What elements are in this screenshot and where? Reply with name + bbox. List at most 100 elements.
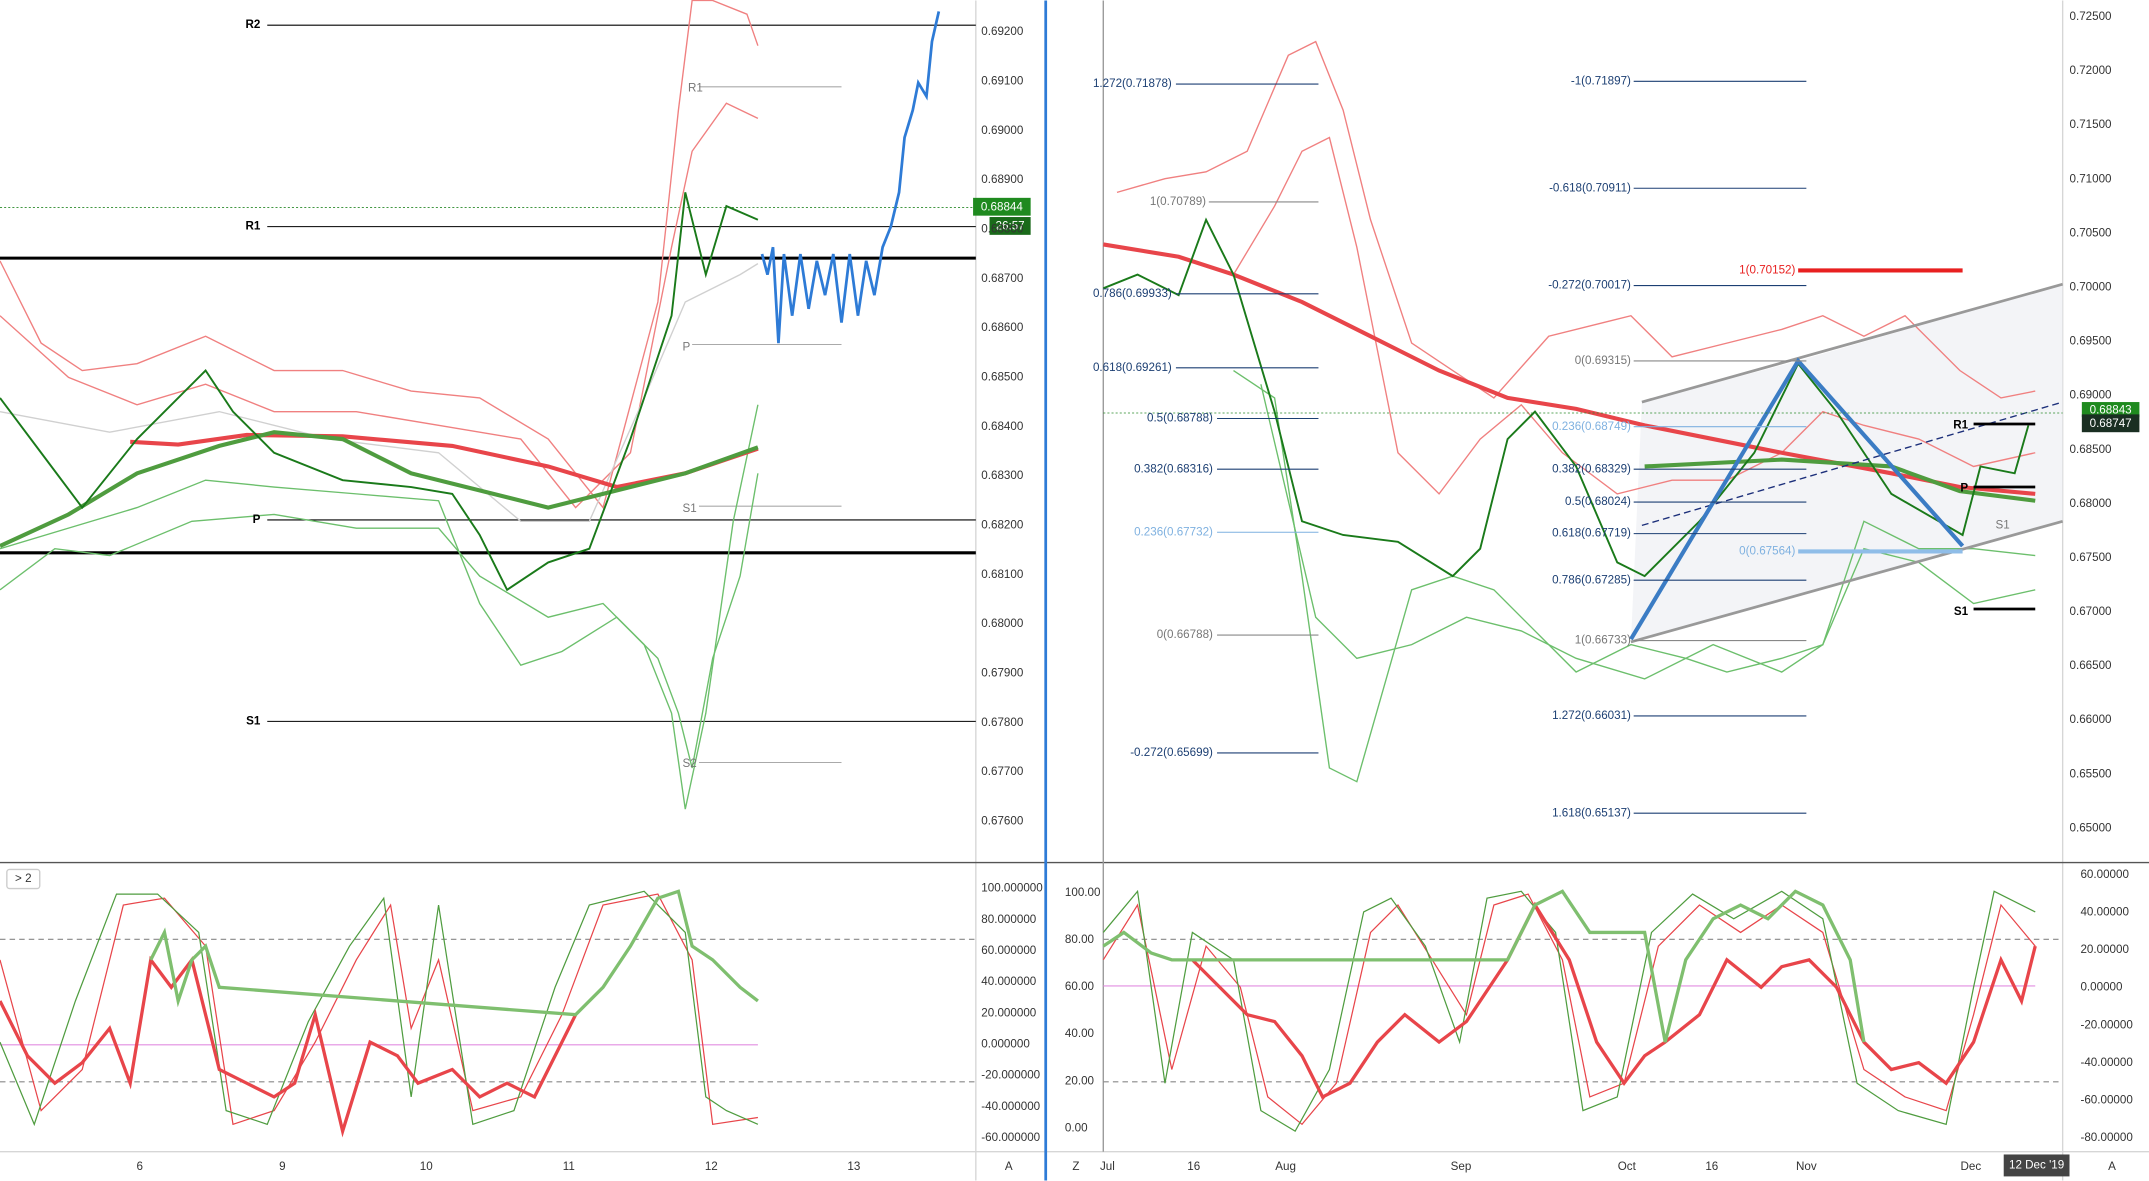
axis-tick-label: -60.00000: [2080, 1094, 2133, 1107]
axis-tick-label: 0.00000: [2080, 981, 2123, 994]
fib-label: 1(0.70152): [1739, 264, 1795, 277]
axis-tick-label: 40.00: [1065, 1027, 1095, 1040]
auto-scale-button[interactable]: A: [1005, 1160, 1013, 1173]
right-drawings: [1103, 80, 2064, 814]
left-bands: [0, 0, 759, 810]
time-label: Dec: [1960, 1160, 1981, 1173]
time-label: 16: [1705, 1160, 1718, 1173]
time-label: 9: [279, 1160, 285, 1173]
axis-tick-label: 0.68900: [981, 173, 1024, 186]
axis-tick-label: 0.71000: [2070, 172, 2113, 185]
left-projection: [760, 11, 941, 344]
axis-tick-label: 0.69000: [2070, 389, 2113, 402]
pivot-label: R1: [1953, 418, 1968, 431]
right-indicator: [1102, 889, 2070, 1177]
countdown-box: [989, 217, 1031, 235]
axis-tick-label: 0.68300: [981, 469, 1024, 482]
left-indicator: [0, 868, 976, 1138]
axis-tick-label: 0.68500: [2070, 443, 2113, 456]
axis-tick-label: 0.67600: [981, 815, 1024, 828]
axis-tick-label: 0.68500: [981, 370, 1024, 383]
time-label: 11: [563, 1160, 575, 1173]
fib-label: 1.272(0.71878): [1093, 77, 1172, 90]
price-box: [2081, 402, 2140, 418]
axis-tick-label: 40.000000: [981, 975, 1036, 988]
zoom-button[interactable]: Z: [1072, 1160, 1079, 1173]
fib-label: 0(0.66788): [1157, 628, 1213, 641]
axis-tick-label: 0.68400: [981, 420, 1024, 433]
fib-label: 1.618(0.65137): [1552, 806, 1631, 819]
axis-tick-label: 80.00: [1065, 933, 1095, 946]
fib-label: 0.618(0.67719): [1552, 527, 1631, 540]
axis-tick-label: 0.69200: [981, 25, 1024, 38]
pivot-label: S1: [683, 502, 697, 515]
price-box: [973, 197, 1031, 216]
fib-label: -0.618(0.70911): [1549, 181, 1631, 194]
axis-tick-label: 0.67700: [981, 765, 1024, 778]
axis-tick-label: 60.00: [1065, 980, 1095, 993]
fib-label: -0.272(0.65699): [1130, 746, 1213, 759]
axis-tick-label: 60.000000: [981, 944, 1036, 957]
fib-label: -1(0.71897): [1571, 74, 1631, 87]
fib-labels: 1.272(0.71878) 1(0.70789) 0.786(0.69933)…: [1093, 74, 1796, 819]
left-levels: [0, 24, 976, 764]
countdown: 26:57: [996, 220, 1025, 233]
axis-tick-label: 0.66500: [2070, 659, 2113, 672]
pivot-label: S1: [1954, 605, 1969, 618]
axis-tick-label: 0.68000: [981, 617, 1024, 630]
axis-tick-label: 20.00: [1065, 1074, 1095, 1087]
fib-label: -0.272(0.70017): [1548, 279, 1631, 292]
axis-tick-label: 0.000000: [981, 1038, 1030, 1051]
fib-label: 0(0.69315): [1575, 354, 1631, 367]
fib-label: 0.236(0.68749): [1552, 420, 1631, 433]
axis-tick-label: 0.66000: [2070, 713, 2113, 726]
axis-tick-label: 20.00000: [2080, 943, 2129, 956]
fib-label: 0(0.67564): [1739, 545, 1795, 558]
axis-tick-label: 0.67800: [981, 716, 1024, 729]
axis-tick-label: 0.68200: [981, 518, 1024, 531]
fib-label: 0.5(0.68788): [1147, 412, 1213, 425]
time-label: 10: [420, 1160, 433, 1173]
left-price: [0, 192, 759, 592]
axis-tick-label: 0.72000: [2070, 64, 2113, 77]
axis-tick-label: 100.00: [1065, 886, 1101, 899]
time-label: Sep: [1451, 1160, 1472, 1173]
axis-tick-label: -40.00000: [2080, 1056, 2133, 1069]
axis-tick-label: 0.68000: [2070, 497, 2113, 510]
time-label: Nov: [1796, 1160, 1817, 1173]
axis-tick-label: 0.70000: [2070, 280, 2113, 293]
axis-tick-label: 0.68600: [981, 321, 1024, 334]
indicator-toggle[interactable]: > 2: [15, 872, 31, 885]
auto-scale-button[interactable]: A: [2108, 1160, 2116, 1173]
axis-tick-label: 0.72500: [2070, 10, 2113, 23]
fib-label: 1(0.66733): [1575, 634, 1631, 647]
axis-tick-label: 0.00: [1065, 1122, 1088, 1135]
time-label: 13: [847, 1160, 860, 1173]
pivot-label: R2: [246, 18, 261, 31]
axis-tick-label: 0.65500: [2070, 767, 2113, 780]
fib-label: 0.5(0.68024): [1565, 495, 1631, 508]
last-price: 0.68843: [2090, 403, 2132, 416]
last-price: 0.68844: [981, 201, 1024, 214]
axis-tick-label: -40.000000: [981, 1100, 1040, 1113]
axis-tick-label: 80.000000: [981, 913, 1036, 926]
cursor-date: 12 Dec '19: [2009, 1159, 2064, 1172]
fib-label: 0.786(0.69933): [1093, 287, 1172, 300]
time-label: Aug: [1275, 1160, 1296, 1173]
axis-tick-label: 0.71500: [2070, 118, 2113, 131]
axis-tick-label: -80.00000: [2080, 1131, 2133, 1144]
fib-label: 0.236(0.67732): [1134, 525, 1213, 538]
axis-tick-label: -20.000000: [981, 1069, 1040, 1082]
axis-tick-label: -60.000000: [981, 1131, 1040, 1144]
pivot-label: S2: [683, 757, 697, 770]
fib-label: 1.272(0.66031): [1552, 709, 1631, 722]
axis-tick-label: 0.69000: [981, 124, 1024, 137]
fib-label: 0.786(0.67285): [1552, 573, 1631, 586]
axis-tick-label: -20.00000: [2080, 1018, 2133, 1031]
pivot-label: R1: [246, 220, 261, 233]
time-label: 6: [137, 1160, 143, 1173]
axis-tick-label: 0.68100: [981, 568, 1024, 581]
